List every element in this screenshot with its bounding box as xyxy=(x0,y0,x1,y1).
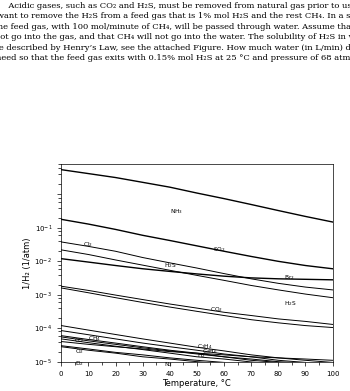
Text: N$_2$: N$_2$ xyxy=(164,360,173,369)
Text: C$_2$H$_4$: C$_2$H$_4$ xyxy=(197,342,212,351)
Text: CH$_4$: CH$_4$ xyxy=(88,334,101,343)
Text: NH$_3$: NH$_3$ xyxy=(170,208,183,216)
Text: CO: CO xyxy=(75,338,84,343)
Text: D$_2$: D$_2$ xyxy=(75,360,84,368)
Text: C$_2$H$_6$: C$_2$H$_6$ xyxy=(202,347,218,356)
Text: H$_2$: H$_2$ xyxy=(197,352,205,361)
Text: SO$_2$: SO$_2$ xyxy=(213,246,226,254)
Text: H$_2$S: H$_2$S xyxy=(284,300,296,308)
Text: O$_2$: O$_2$ xyxy=(75,347,84,356)
Text: CO$_2$: CO$_2$ xyxy=(210,305,223,314)
Text: Br$_2$: Br$_2$ xyxy=(284,273,294,282)
Y-axis label: 1/H₂ (1/atm): 1/H₂ (1/atm) xyxy=(22,237,32,289)
X-axis label: Temperature, °C: Temperature, °C xyxy=(162,380,231,389)
Text: H$_2$S: H$_2$S xyxy=(164,261,177,270)
Text: Cl$_2$: Cl$_2$ xyxy=(83,240,93,249)
Text: Acidic gases, such as CO₂ and H₂S, must be removed from natural gas prior to use: Acidic gases, such as CO₂ and H₂S, must … xyxy=(0,2,350,62)
